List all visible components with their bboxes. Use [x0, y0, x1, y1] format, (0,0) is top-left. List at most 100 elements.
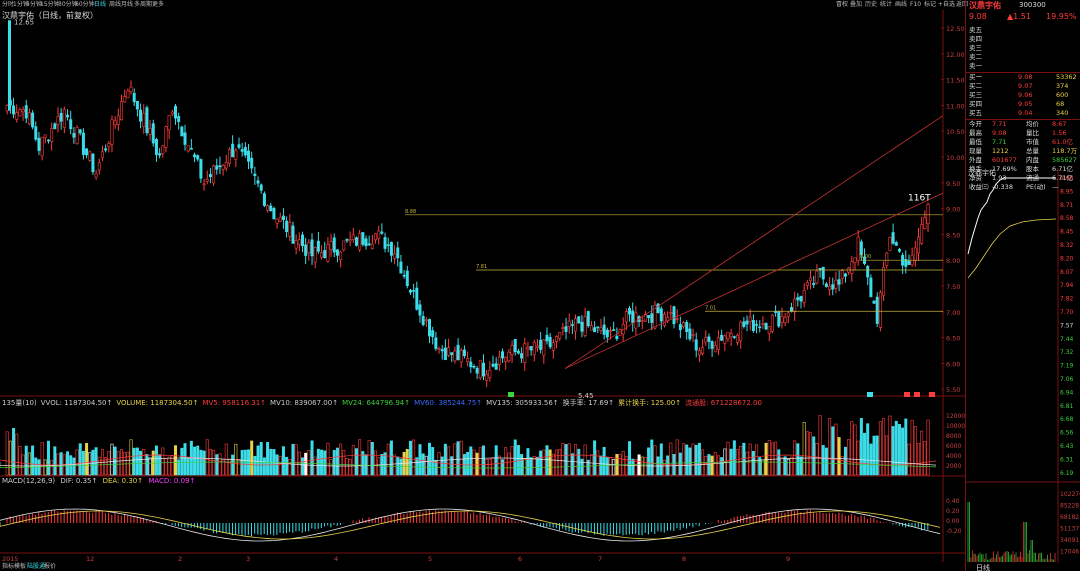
- candle-body: [799, 295, 803, 302]
- candle-body: [34, 126, 38, 140]
- candle-body: [462, 349, 466, 357]
- period-tab-3[interactable]: 15分钟: [40, 1, 60, 8]
- candle-body: [599, 327, 603, 331]
- volume-bar: [755, 444, 759, 476]
- mini-volume-label: 85228: [1060, 503, 1079, 510]
- volume-bar: [240, 450, 244, 476]
- mini-price-label: 8.58: [1060, 215, 1074, 222]
- period-tab-0[interactable]: 分时: [2, 1, 15, 8]
- candle-body: [456, 344, 460, 360]
- bid-row: 买一 9.08 53362: [968, 73, 1078, 82]
- volume-bar: [624, 456, 628, 476]
- bid-label: 买一: [969, 73, 982, 81]
- volume-axis-label: 8000: [946, 433, 961, 440]
- candle-body: [834, 279, 838, 289]
- period-tab-4[interactable]: 30分钟: [58, 1, 78, 8]
- candle-body: [335, 249, 339, 256]
- stat-value: —: [1052, 183, 1059, 191]
- candle-body: [205, 178, 209, 182]
- mini-price-label: 7.06: [1060, 376, 1074, 383]
- volume-bar: [396, 456, 400, 476]
- period-tab-7[interactable]: 周线: [109, 1, 122, 8]
- volume-bar: [59, 452, 63, 476]
- volume-bar: [650, 439, 654, 476]
- period-tab-6[interactable]: 日线: [94, 1, 107, 8]
- quote-price: 9.08: [969, 12, 987, 21]
- bottom-tab-2[interactable]: 陆股通: [27, 563, 46, 570]
- volume-bar: [12, 427, 16, 476]
- period-tab-1[interactable]: 1分钟: [13, 1, 29, 8]
- stat-label: 换手: [969, 165, 982, 173]
- candle-body: [707, 336, 711, 342]
- period-tab-8[interactable]: 月线: [121, 1, 134, 8]
- volume-bar: [628, 441, 632, 476]
- candle-body: [294, 240, 298, 249]
- intraday-mini-chart[interactable]: 汉鼎宇佑 9.08 8.95 8.71 8.58 8.45 8.32 8.20 8.07 7.94…: [966, 168, 1080, 571]
- stat-label: 股本: [1026, 165, 1039, 173]
- tool-button-6[interactable]: 标记: [924, 1, 937, 8]
- tool-button-7[interactable]: +自选: [938, 1, 956, 8]
- volume-bar: [834, 423, 838, 476]
- period-tab-2[interactable]: 5分钟: [26, 1, 42, 8]
- bottom-tab-0[interactable]: 指标: [2, 563, 15, 570]
- volume-bar: [745, 451, 749, 476]
- price-axis-label: 9.50: [946, 180, 960, 188]
- tool-button-4[interactable]: 画线: [895, 1, 908, 8]
- volume-axis-label: 4000: [946, 453, 961, 460]
- event-marker-bg: [914, 392, 920, 397]
- macd-legend: MACD(12,26,9) DIF: 0.35↑ DEA: 0.30↑ MACD…: [2, 477, 198, 485]
- macd-legend-item: MACD(12,26,9): [2, 477, 58, 485]
- candle-body: [850, 261, 854, 274]
- period-tab-10[interactable]: 更多: [152, 1, 165, 8]
- candle-body: [37, 137, 41, 151]
- tool-button-0[interactable]: 冒权: [836, 1, 849, 8]
- candle-body: [27, 112, 31, 125]
- candle-body: [145, 107, 149, 134]
- period-tab-5[interactable]: 60分钟: [75, 1, 95, 8]
- tool-button-2[interactable]: 历史: [865, 1, 878, 8]
- candle-body: [840, 270, 844, 279]
- stats-separator: [966, 119, 1080, 120]
- volume-bar: [323, 450, 327, 476]
- bid-price: 9.08: [1018, 73, 1033, 81]
- candle-body: [466, 358, 470, 362]
- candle-body: [428, 319, 432, 337]
- book-separator: [966, 72, 1080, 73]
- stat-label: 收益㈢: [969, 183, 989, 191]
- kline-chart[interactable]: 12.50 12.00 11.50 11.00 10.50 10.00 9.50 9.00 8.…: [0, 10, 965, 562]
- candle-body: [100, 151, 104, 159]
- volume-bar: [796, 443, 800, 476]
- candle-body: [783, 317, 787, 324]
- volume-ma10: [0, 457, 937, 467]
- volume-bar: [345, 458, 349, 476]
- tool-button-1[interactable]: 叠加: [850, 1, 863, 8]
- volume-bar: [104, 457, 108, 476]
- candle-body: [421, 316, 425, 325]
- candle-body: [161, 145, 165, 154]
- tool-button-5[interactable]: F10: [910, 1, 922, 8]
- candle-body: [377, 230, 381, 239]
- resistance-line-b-label: 7.81: [476, 264, 487, 270]
- candle-body: [697, 350, 701, 356]
- mini-price-label: 8.32: [1060, 242, 1074, 249]
- candle-body: [53, 123, 57, 130]
- high-price-label: 12.65: [14, 18, 34, 26]
- period-tab-9[interactable]: 多周期: [134, 1, 153, 8]
- bottom-tab-3[interactable]: 报价: [44, 563, 57, 570]
- bid-volume: 374: [1056, 82, 1069, 90]
- stat-value: 7.71: [992, 138, 1007, 146]
- tool-button-8[interactable]: 返回: [956, 1, 969, 8]
- candle-body: [631, 310, 635, 324]
- tool-button-3[interactable]: 统计: [880, 1, 893, 8]
- volume-bar: [440, 456, 444, 476]
- quote-stock-name: 汉鼎宇佑: [969, 1, 1001, 10]
- candle-body: [113, 120, 117, 126]
- volume-bar: [774, 441, 778, 476]
- date-axis-label: 3: [246, 555, 250, 562]
- candle-body: [31, 112, 35, 128]
- volume-bar: [570, 453, 574, 476]
- candle-body: [12, 105, 16, 115]
- stat-row: 最低 7.71 市值 61.0亿: [968, 138, 1078, 147]
- bottom-tab-1[interactable]: 模板: [14, 563, 27, 570]
- candle-body: [88, 151, 92, 161]
